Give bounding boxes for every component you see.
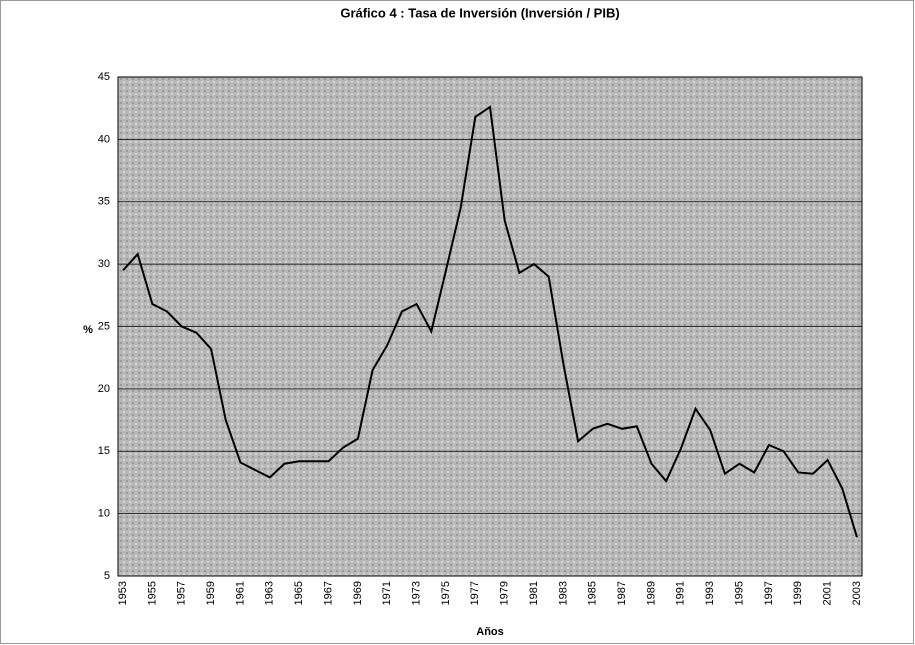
x-tick-label: 1981 [528,581,540,605]
x-axis-label: Años [476,626,504,638]
x-tick-label: 1983 [557,581,569,605]
y-tick-label: 35 [98,196,110,208]
data-line [122,105,858,538]
y-axis-label: % [83,324,93,336]
x-tick-label: 1993 [704,581,716,605]
x-tick-label: 1977 [469,581,481,605]
x-tick-label: 1979 [499,581,511,605]
x-tick-label: 1967 [322,581,334,605]
x-tick-label: 1969 [352,581,364,605]
x-tick-label: 1963 [264,581,276,605]
x-tick-label: 1997 [763,581,775,605]
y-tick-label: 10 [98,508,110,520]
x-tick-label: 1965 [293,581,305,605]
x-tick-label: 2001 [822,581,834,605]
y-tick-label: 40 [98,133,110,145]
x-tick-label: 1971 [381,581,393,605]
y-tick-label: 15 [98,445,110,457]
x-tick-label: 1989 [645,581,657,605]
x-tick-label: 1961 [234,581,246,605]
x-tick-label: 1987 [616,581,628,605]
x-tick-label: 1973 [411,581,423,605]
x-tick-label: 2003 [851,581,863,605]
x-tick-label: 1955 [146,581,158,605]
y-tick-label: 30 [98,258,110,270]
y-tick-label: 45 [98,71,110,83]
x-tick-label: 1959 [205,581,217,605]
x-tick-label: 1995 [733,581,745,605]
x-tick-label: 1985 [587,581,599,605]
x-tick-label: 1991 [675,581,687,605]
x-tick-label: 1953 [117,581,129,605]
x-tick-label: 1999 [792,581,804,605]
chart-title: Gráfico 4 : Tasa de Inversión (Inversión… [340,5,619,20]
x-tick-label: 1975 [440,581,452,605]
y-tick-label: 5 [104,570,110,582]
x-tick-label: 1957 [176,581,188,605]
y-tick-label: 25 [98,320,110,332]
y-tick-label: 20 [98,383,110,395]
